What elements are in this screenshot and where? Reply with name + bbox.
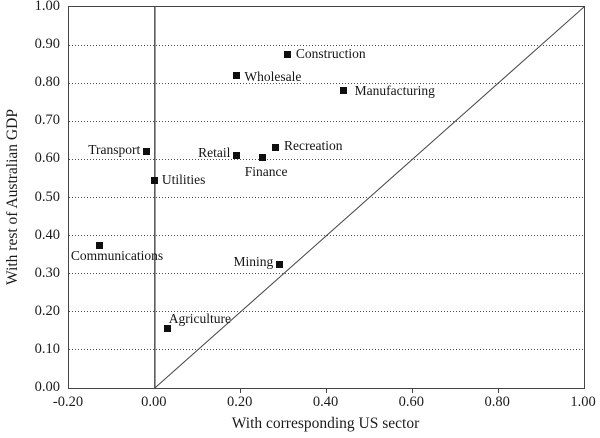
data-point-construction — [284, 51, 292, 59]
gridline-y-0.60 — [69, 158, 584, 160]
y-tick-label: 1.00 — [34, 0, 60, 14]
data-point-communications — [95, 241, 103, 249]
x-tick-label: 1.00 — [570, 394, 596, 410]
data-point-label-communications: Communications — [70, 248, 164, 264]
y-tick-label: 0.50 — [34, 188, 60, 205]
x-tick-mark — [497, 388, 499, 393]
x-tick-label: 0.00 — [141, 394, 167, 410]
data-point-label-manufacturing: Manufacturing — [354, 82, 435, 98]
y-tick-label: 0.30 — [34, 264, 60, 281]
gridline-y-0.10 — [69, 349, 584, 351]
data-point-label-retail: Retail — [198, 144, 231, 160]
x-tick-label: 0.40 — [312, 394, 339, 410]
data-point-recreation — [271, 144, 279, 152]
plot-area: Agriculture Mining Manufacturing Utilities C… — [68, 6, 585, 393]
x-tick-label: 0.60 — [398, 394, 425, 410]
y-tick-label: 0.80 — [34, 74, 60, 91]
data-point-label-utilities: Utilities — [161, 172, 206, 188]
y-tick-label: 0.60 — [34, 150, 60, 167]
data-point-label-finance: Finance — [244, 164, 288, 180]
gridline-y-0.90 — [69, 44, 584, 46]
data-point-utilities — [151, 176, 159, 184]
data-point-transport — [142, 148, 150, 156]
data-point-retail — [232, 152, 240, 160]
data-point-agriculture — [164, 325, 172, 333]
data-point-label-wholesale: Wholesale — [244, 68, 302, 84]
data-point-label-recreation: Recreation — [284, 137, 343, 153]
x-tick-label: -0.20 — [52, 394, 84, 410]
y-tick-label: 0.70 — [34, 112, 60, 129]
gridline-y-0.70 — [69, 120, 584, 122]
data-point-label-transport: Transport — [88, 141, 141, 157]
data-point-label-mining: Mining — [233, 254, 274, 270]
data-point-finance — [258, 153, 266, 161]
y-tick-label: 0.10 — [34, 340, 60, 357]
gridline-y-0.40 — [69, 235, 584, 237]
data-point-wholesale — [232, 72, 240, 80]
data-point-label-construction: Construction — [295, 45, 366, 61]
x-tick-mark — [326, 388, 327, 393]
gridline-y-0.50 — [69, 197, 584, 198]
x-tick-mark — [411, 388, 413, 393]
y-tick-label: 0.00 — [34, 379, 60, 395]
y-tick-label: 0.40 — [34, 226, 60, 243]
gridline-y-0.30 — [69, 273, 584, 275]
data-point-manufacturing — [340, 87, 348, 95]
x-tick-label: 0.80 — [484, 394, 510, 410]
x-tick-mark — [240, 388, 242, 393]
gridline-y-0.80 — [69, 82, 584, 84]
x-axis-title: With corresponding US sector — [231, 415, 420, 432]
data-point-label-agriculture: Agriculture — [168, 310, 231, 326]
x-tick-label: 0.20 — [226, 394, 253, 410]
gridline-y-0.20 — [69, 311, 584, 313]
data-point-mining — [275, 260, 283, 268]
y-tick-label: 0.90 — [34, 36, 60, 53]
y-tick-label: 0.20 — [34, 302, 60, 319]
